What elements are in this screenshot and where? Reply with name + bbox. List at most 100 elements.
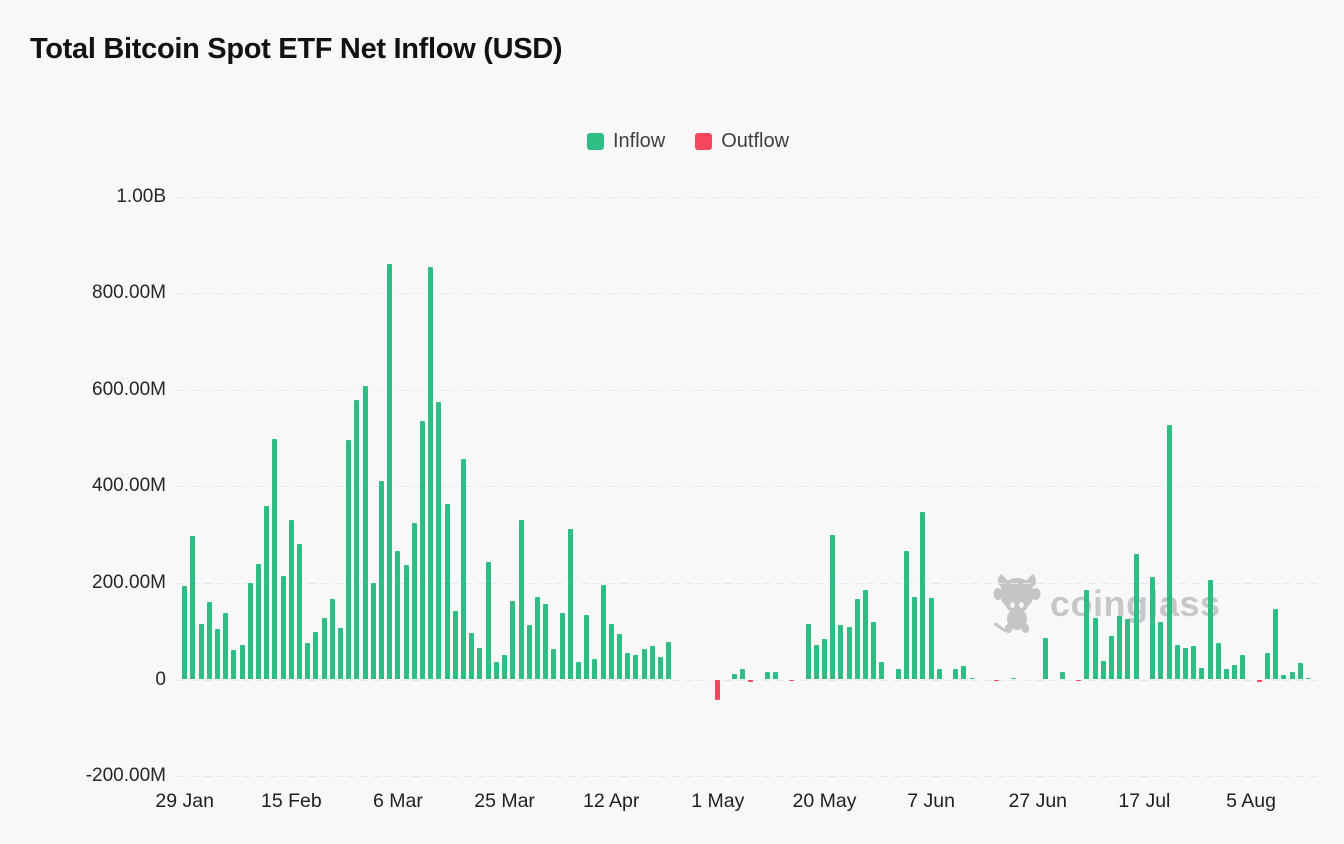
inflow-bar[interactable] xyxy=(879,662,885,680)
inflow-bar[interactable] xyxy=(461,458,467,680)
inflow-bar[interactable] xyxy=(1109,635,1115,680)
inflow-bar[interactable] xyxy=(600,585,606,680)
inflow-bar[interactable] xyxy=(936,668,942,680)
inflow-bar[interactable] xyxy=(543,603,549,680)
inflow-bar[interactable] xyxy=(403,564,409,680)
inflow-bar[interactable] xyxy=(1166,424,1172,680)
inflow-bar[interactable] xyxy=(1215,642,1221,680)
inflow-bar[interactable] xyxy=(239,644,245,680)
inflow-bar[interactable] xyxy=(1199,667,1205,680)
inflow-bar[interactable] xyxy=(846,626,852,680)
inflow-bar[interactable] xyxy=(895,668,901,680)
inflow-bar[interactable] xyxy=(321,618,327,680)
inflow-bar[interactable] xyxy=(354,399,360,680)
outflow-bar[interactable] xyxy=(1076,679,1082,682)
inflow-bar[interactable] xyxy=(526,625,532,680)
inflow-bar[interactable] xyxy=(338,627,344,680)
inflow-bar[interactable] xyxy=(288,520,294,680)
inflow-bar[interactable] xyxy=(904,550,910,680)
inflow-bar[interactable] xyxy=(362,385,368,680)
inflow-bar[interactable] xyxy=(1273,609,1279,680)
inflow-bar[interactable] xyxy=(231,649,237,680)
inflow-bar[interactable] xyxy=(854,598,860,680)
inflow-bar[interactable] xyxy=(764,672,770,680)
inflow-bar[interactable] xyxy=(485,562,491,680)
outflow-bar[interactable] xyxy=(748,679,754,683)
inflow-bar[interactable] xyxy=(469,632,475,680)
inflow-bar[interactable] xyxy=(772,671,778,680)
inflow-bar[interactable] xyxy=(198,623,204,680)
inflow-bar[interactable] xyxy=(1117,615,1123,680)
inflow-bar[interactable] xyxy=(1059,671,1065,680)
inflow-bar[interactable] xyxy=(510,601,516,680)
inflow-bar[interactable] xyxy=(1289,672,1295,680)
legend-item-outflow[interactable]: Outflow xyxy=(695,130,789,153)
inflow-bar[interactable] xyxy=(477,647,483,680)
inflow-bar[interactable] xyxy=(256,563,262,680)
inflow-bar[interactable] xyxy=(1240,655,1246,680)
inflow-bar[interactable] xyxy=(739,668,745,680)
inflow-bar[interactable] xyxy=(379,480,385,680)
inflow-bar[interactable] xyxy=(633,655,639,680)
inflow-bar[interactable] xyxy=(452,611,458,680)
outflow-bar[interactable] xyxy=(715,679,721,700)
inflow-bar[interactable] xyxy=(1084,590,1090,680)
inflow-bar[interactable] xyxy=(805,624,811,680)
inflow-bar[interactable] xyxy=(436,402,442,680)
inflow-bar[interactable] xyxy=(206,602,212,680)
inflow-bar[interactable] xyxy=(247,582,253,680)
inflow-bar[interactable] xyxy=(649,646,655,680)
inflow-bar[interactable] xyxy=(1297,662,1303,680)
inflow-bar[interactable] xyxy=(1010,678,1016,680)
inflow-bar[interactable] xyxy=(1191,645,1197,680)
inflow-bar[interactable] xyxy=(305,643,311,680)
inflow-bar[interactable] xyxy=(616,633,622,680)
inflow-bar[interactable] xyxy=(182,586,188,680)
inflow-bar[interactable] xyxy=(1232,664,1238,680)
inflow-bar[interactable] xyxy=(190,535,196,680)
inflow-bar[interactable] xyxy=(518,519,524,680)
inflow-bar[interactable] xyxy=(493,662,499,680)
inflow-bar[interactable] xyxy=(280,575,286,680)
outflow-bar[interactable] xyxy=(789,679,795,682)
inflow-bar[interactable] xyxy=(223,613,229,680)
inflow-bar[interactable] xyxy=(1043,638,1049,680)
inflow-bar[interactable] xyxy=(1092,617,1098,680)
inflow-bar[interactable] xyxy=(920,512,926,680)
inflow-bar[interactable] xyxy=(264,505,270,680)
inflow-bar[interactable] xyxy=(608,624,614,680)
inflow-bar[interactable] xyxy=(863,590,868,680)
inflow-bar[interactable] xyxy=(830,534,836,680)
inflow-bar[interactable] xyxy=(625,653,631,680)
inflow-bar[interactable] xyxy=(731,673,737,680)
inflow-bar[interactable] xyxy=(813,644,819,680)
inflow-bar[interactable] xyxy=(657,656,663,680)
inflow-bar[interactable] xyxy=(1207,579,1213,680)
inflow-bar[interactable] xyxy=(387,263,393,680)
inflow-bar[interactable] xyxy=(821,638,827,680)
inflow-bar[interactable] xyxy=(1125,618,1131,680)
inflow-bar[interactable] xyxy=(1182,647,1188,680)
inflow-bar[interactable] xyxy=(1281,674,1287,680)
inflow-bar[interactable] xyxy=(395,551,401,680)
inflow-bar[interactable] xyxy=(313,631,319,680)
outflow-bar[interactable] xyxy=(1256,679,1262,682)
inflow-bar[interactable] xyxy=(641,649,647,680)
inflow-bar[interactable] xyxy=(666,642,672,680)
inflow-bar[interactable] xyxy=(928,597,934,680)
inflow-bar[interactable] xyxy=(559,613,565,680)
inflow-bar[interactable] xyxy=(420,420,426,680)
outflow-bar[interactable] xyxy=(994,679,1000,681)
inflow-bar[interactable] xyxy=(551,649,557,680)
inflow-bar[interactable] xyxy=(1150,577,1156,680)
inflow-bar[interactable] xyxy=(346,439,352,680)
inflow-bar[interactable] xyxy=(592,658,598,680)
inflow-bar[interactable] xyxy=(912,596,918,680)
inflow-bar[interactable] xyxy=(1133,553,1139,680)
inflow-bar[interactable] xyxy=(428,267,434,680)
inflow-bar[interactable] xyxy=(838,625,844,680)
inflow-bar[interactable] xyxy=(953,668,959,680)
inflow-bar[interactable] xyxy=(871,622,877,680)
inflow-bar[interactable] xyxy=(1174,644,1180,680)
legend-item-inflow[interactable]: Inflow xyxy=(586,130,665,153)
